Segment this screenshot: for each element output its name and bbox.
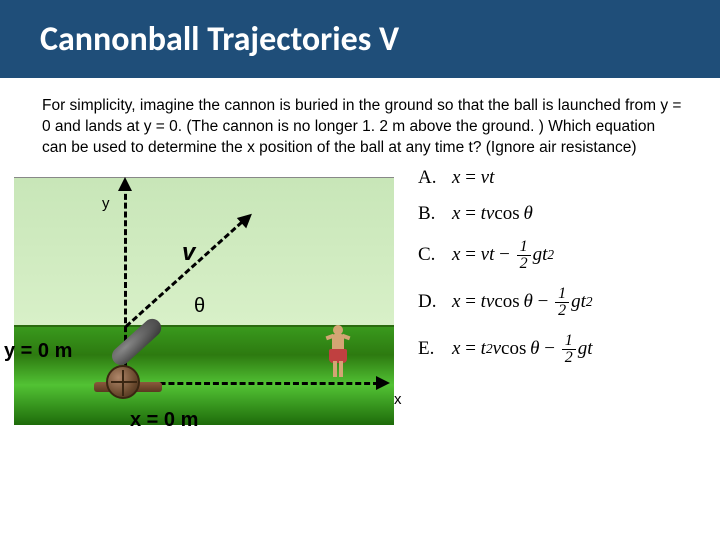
cannon-wheel [106,365,140,399]
page-title: Cannonball Trajectories V [40,19,399,60]
x-origin-label: x = 0 m [130,409,198,432]
question-text: For simplicity, imagine the cannon is bu… [0,78,720,167]
answer-choices: A. x = vt B. x = tvcos θ C. x = vt − 12 … [418,167,708,380]
y-origin-label: y = 0 m [4,340,72,363]
choice-equation: x = vt [452,167,494,189]
choice-equation: x = tvcos θ − 12 gt2 [452,286,593,319]
choice-letter: B. [418,203,452,225]
trajectory-diagram: y x v θ y = 0 m x = 0 m [14,177,394,447]
choice-equation: x = vt − 12 gt2 [452,239,554,272]
choice-b[interactable]: B. x = tvcos θ [418,203,708,225]
person-figure [324,325,352,379]
choice-c[interactable]: C. x = vt − 12 gt2 [418,239,708,272]
choice-letter: D. [418,291,452,313]
angle-label: θ [194,295,205,318]
x-axis [124,382,379,385]
choice-equation: x = tvcos θ [452,203,533,225]
velocity-label: v [182,239,195,267]
choice-letter: E. [418,338,452,360]
choice-letter: C. [418,244,452,266]
y-axis-arrow-icon [118,177,132,191]
x-axis-label: x [394,391,402,408]
content-area: y x v θ y = 0 m x = 0 m A. x = vt [0,167,720,487]
choice-a[interactable]: A. x = vt [418,167,708,189]
choice-letter: A. [418,167,452,189]
y-axis-label: y [102,195,110,212]
choice-equation: x = t2vcos θ − 12 gt [452,333,593,366]
x-axis-arrow-icon [376,376,390,390]
choice-d[interactable]: D. x = tvcos θ − 12 gt2 [418,286,708,319]
title-bar: Cannonball Trajectories V [0,0,720,78]
choice-e[interactable]: E. x = t2vcos θ − 12 gt [418,333,708,366]
